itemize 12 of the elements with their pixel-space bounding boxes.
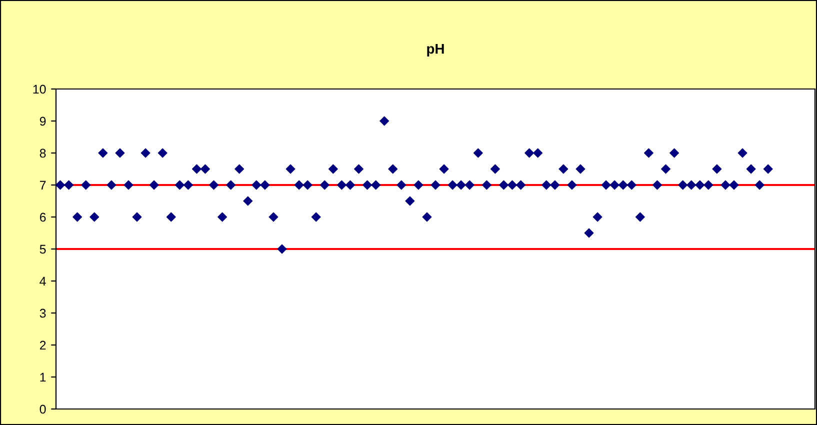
y-tick-label: 4 bbox=[40, 276, 46, 286]
y-tick-label: 1 bbox=[40, 372, 46, 382]
y-tick-label: 6 bbox=[40, 212, 46, 222]
y-tick-label: 0 bbox=[40, 404, 46, 414]
chart-title: pH bbox=[427, 44, 444, 56]
y-tick-label: 9 bbox=[40, 116, 46, 126]
y-tick-label: 3 bbox=[40, 308, 46, 318]
y-tick-label: 8 bbox=[40, 148, 46, 158]
y-tick-label: 7 bbox=[40, 180, 46, 190]
y-tick-label: 5 bbox=[40, 244, 46, 254]
y-tick-label: 2 bbox=[40, 340, 46, 350]
y-tick-label: 10 bbox=[33, 84, 46, 94]
